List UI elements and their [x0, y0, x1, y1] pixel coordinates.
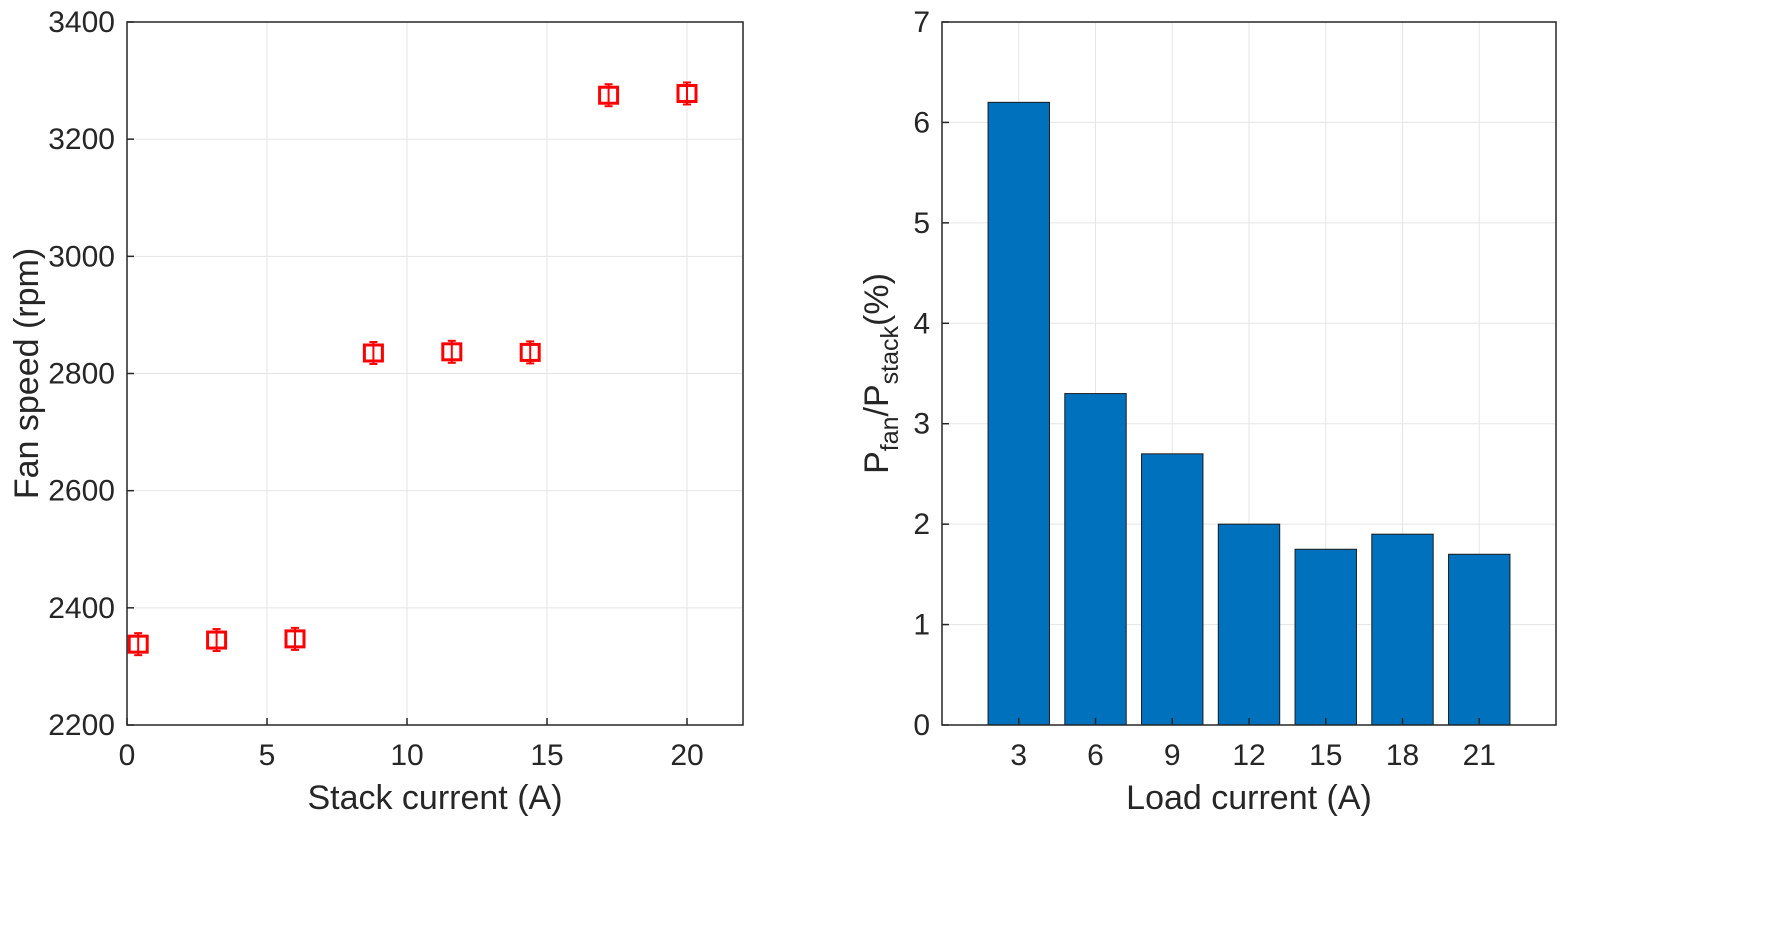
ylabel-sub-stack: stack: [876, 325, 904, 384]
left-y-tick-label: 3000: [48, 240, 115, 273]
data-point: [362, 340, 384, 365]
left-x-tick-label: 0: [119, 739, 136, 772]
left-y-tick-label: 2200: [48, 709, 115, 742]
right-x-tick-label: 21: [1463, 739, 1496, 772]
bar: [1371, 533, 1434, 726]
right-x-tick-label: 15: [1309, 739, 1342, 772]
left-x-axis-label: Stack current (A): [307, 779, 562, 817]
right-bars: [987, 101, 1511, 726]
data-point: [441, 339, 463, 364]
data-point: [127, 632, 149, 657]
right-y-tick-label: 0: [913, 709, 930, 742]
ylabel-sub-fan: fan: [876, 416, 904, 451]
left-y-tick-label: 3200: [48, 123, 115, 156]
bar: [1448, 553, 1511, 726]
left-points: [127, 81, 698, 657]
left-y-tick-label: 3400: [48, 6, 115, 39]
right-x-tick-label: 18: [1386, 739, 1419, 772]
bar: [1064, 393, 1127, 726]
left-y-tick-label: 2400: [48, 592, 115, 625]
ylabel-unit: (%): [858, 273, 896, 326]
bar: [987, 101, 1050, 726]
right-x-tick-label: 3: [1010, 739, 1027, 772]
left-grid: [126, 21, 743, 726]
data-point: [284, 626, 306, 651]
left-y-tick-label: 2800: [48, 358, 115, 391]
right-y-tick-label: 7: [913, 6, 930, 39]
right-x-tick-label: 6: [1087, 739, 1104, 772]
right-x-tick-label: 9: [1164, 739, 1181, 772]
data-point: [206, 628, 228, 653]
data-point: [598, 83, 620, 108]
left-x-tick-label: 15: [530, 739, 563, 772]
left-y-tick-label: 2600: [48, 475, 115, 508]
left-x-tick-label: 5: [259, 739, 276, 772]
ylabel-p1: P: [858, 451, 896, 474]
right-y-tick-label: 3: [913, 408, 930, 441]
right-y-tick-label: 4: [913, 307, 930, 340]
right-y-tick-label: 1: [913, 609, 930, 642]
right-y-tick-label: 2: [913, 508, 930, 541]
scatter-panel: 0 5 10 15 20 2200 2400 2600 2800 3000 3200 3400 Sta…: [8, 6, 744, 817]
left-x-tick-label: 20: [670, 739, 703, 772]
left-x-tick-label: 10: [390, 739, 423, 772]
right-y-tick-label: 6: [913, 106, 930, 139]
bar: [1141, 453, 1204, 726]
ylabel-p2: /P: [858, 384, 896, 416]
data-point: [676, 81, 698, 106]
right-y-axis-label: Pfan/Pstack(%): [858, 273, 904, 474]
bar: [1294, 548, 1357, 726]
right-y-tick-label: 5: [913, 207, 930, 240]
left-ticks: 0 5 10 15 20 2200 2400 2600 2800 3000 3200 3400: [48, 6, 703, 772]
data-point: [519, 340, 541, 365]
right-x-tick-label: 12: [1232, 739, 1265, 772]
right-x-axis-label: Load current (A): [1126, 779, 1372, 817]
left-y-axis-label: Fan speed (rpm): [8, 248, 46, 499]
bar: [1217, 523, 1281, 726]
